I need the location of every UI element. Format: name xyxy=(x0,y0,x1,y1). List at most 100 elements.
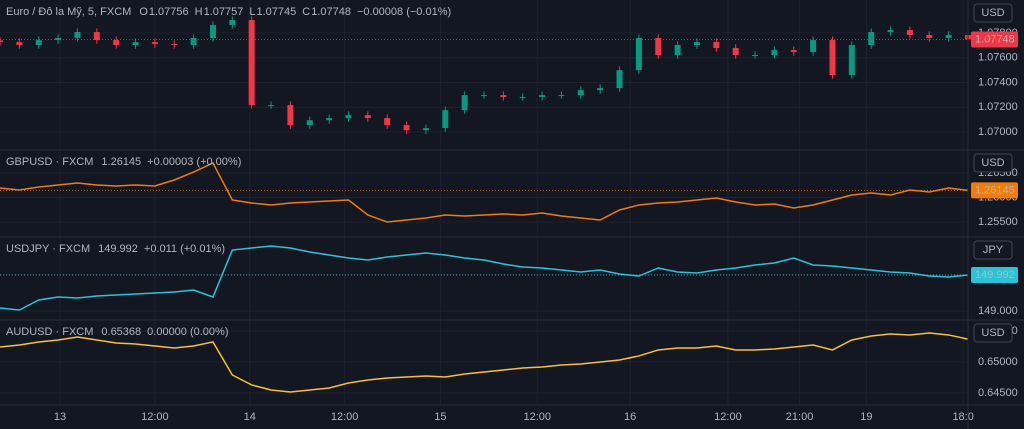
price-change: −0.00008 (−0.01%) xyxy=(357,6,451,18)
candle-body xyxy=(55,37,62,41)
candle-body xyxy=(674,45,681,56)
x-tick-label: 19 xyxy=(860,411,872,423)
candle-body xyxy=(74,32,81,38)
currency-button[interactable] xyxy=(973,323,1013,343)
candle-body xyxy=(132,42,139,46)
ohlc-key: O xyxy=(139,6,148,18)
candle-body xyxy=(93,32,100,41)
candle-body xyxy=(577,90,584,96)
candle-body xyxy=(771,50,778,56)
price-change: 0.00000 (0.00%) xyxy=(147,326,228,338)
price-line xyxy=(0,245,969,311)
candle-body xyxy=(16,42,23,46)
candle-body xyxy=(0,40,3,43)
candle-body xyxy=(35,40,42,46)
candle-body xyxy=(384,118,391,126)
symbol-title: AUDUSD · FXCM xyxy=(6,326,93,338)
last-price-box xyxy=(971,182,1018,199)
last-price: 149.992 xyxy=(98,243,138,255)
currency-label[interactable]: USD xyxy=(981,157,1004,169)
y-tick-label: 149.000 xyxy=(978,305,1018,317)
candle-body xyxy=(364,115,371,119)
candle-body xyxy=(635,37,642,71)
candle-body xyxy=(539,95,546,98)
x-tick-label: 13 xyxy=(54,411,66,423)
ohlc-key: C xyxy=(302,6,310,18)
candle-body xyxy=(519,97,526,99)
y-tick-label: 1.07600 xyxy=(978,52,1018,64)
candle-body xyxy=(597,88,604,91)
ohlc-value: 1.07757 xyxy=(204,6,244,18)
candle-body xyxy=(558,95,565,97)
last-price: 1.26145 xyxy=(101,156,141,168)
y-tick-label: 1.07200 xyxy=(978,101,1018,113)
candle-body xyxy=(655,37,662,56)
last-price-box xyxy=(971,266,1018,283)
candle-body xyxy=(868,32,875,46)
candle-body xyxy=(848,45,855,76)
candle-body xyxy=(829,40,836,76)
candle-body xyxy=(151,42,158,45)
currency-button[interactable] xyxy=(973,240,1013,260)
candle-body xyxy=(248,20,255,106)
candle-body xyxy=(171,44,178,46)
x-tick-label: 18:0 xyxy=(952,411,973,423)
candle-body xyxy=(209,24,216,38)
ohlc-value: 1.07748 xyxy=(311,6,351,18)
candle-body xyxy=(461,95,468,111)
x-tick-label: 16 xyxy=(624,411,636,423)
currency-label[interactable]: JPY xyxy=(983,244,1004,256)
symbol-title: USDJPY · FXCM xyxy=(6,243,90,255)
candle-body xyxy=(345,115,352,119)
currency-label[interactable]: USD xyxy=(981,327,1004,339)
currency-label[interactable]: USD xyxy=(981,7,1004,19)
candle-body xyxy=(790,50,797,53)
candle-body xyxy=(326,118,333,121)
candle-body xyxy=(190,37,197,46)
price-line xyxy=(0,332,969,393)
candle-body xyxy=(268,105,275,107)
x-tick-label: 15 xyxy=(434,411,446,423)
y-tick-label: 0.64500 xyxy=(978,387,1018,399)
currency-button[interactable] xyxy=(973,3,1013,23)
price-change: +0.00003 (+0.00%) xyxy=(147,156,241,168)
candle-body xyxy=(887,30,894,33)
price-line xyxy=(0,162,969,223)
symbol-title: GBPUSD · FXCM xyxy=(6,156,93,168)
last-price-box xyxy=(971,31,1018,48)
candle-body xyxy=(945,34,952,38)
currency-button[interactable] xyxy=(973,153,1013,173)
candle-body xyxy=(616,70,623,89)
x-tick-label: 12:00 xyxy=(141,411,169,423)
candle-body xyxy=(693,42,700,46)
candle-body xyxy=(306,120,313,126)
last-price: 0.65368 xyxy=(101,326,141,338)
ohlc-value: 1.07745 xyxy=(256,6,296,18)
ohlc-key: H xyxy=(195,6,203,18)
candle-body xyxy=(442,110,449,129)
ohlc-key: L xyxy=(249,6,255,18)
candle-body xyxy=(752,55,759,57)
candle-body xyxy=(906,30,913,35)
candle-body xyxy=(422,128,429,131)
candle-body xyxy=(481,95,487,97)
x-tick-label: 12:00 xyxy=(523,411,551,423)
candle-body xyxy=(403,125,410,131)
candle-body xyxy=(500,95,507,98)
candle-body xyxy=(926,34,933,38)
candle-body xyxy=(732,47,739,56)
x-tick-label: 21:00 xyxy=(786,411,814,423)
candle-body xyxy=(810,40,817,53)
candle-body xyxy=(287,105,294,126)
x-tick-label: 12:00 xyxy=(714,411,742,423)
last-price-label: 149.992 xyxy=(975,269,1015,281)
y-tick-label: 1.07400 xyxy=(978,76,1018,88)
candle-body xyxy=(229,20,236,25)
y-tick-label: 1.25500 xyxy=(978,216,1018,228)
y-tick-label: 1.07000 xyxy=(978,126,1018,138)
y-tick-label: 0.65000 xyxy=(978,356,1018,368)
price-change: +0.011 (+0.01%) xyxy=(144,243,225,255)
candle-body xyxy=(713,42,720,48)
x-tick-label: 12:00 xyxy=(331,411,359,423)
